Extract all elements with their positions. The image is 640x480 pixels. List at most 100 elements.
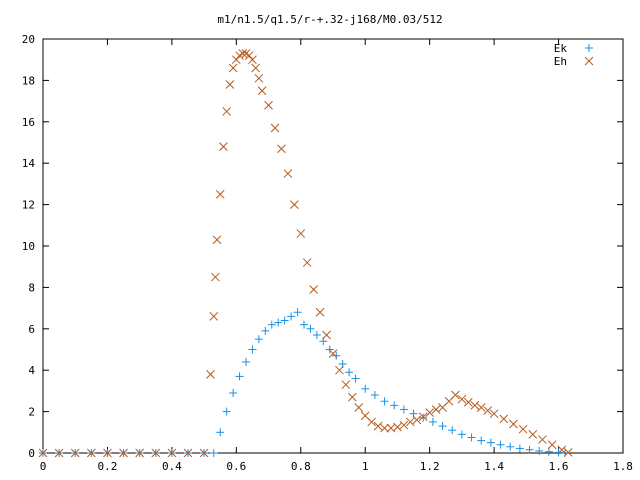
data-point-ek bbox=[274, 318, 283, 327]
data-point-ek bbox=[287, 312, 296, 321]
data-point-eh bbox=[509, 419, 518, 429]
data-point-eh bbox=[211, 272, 220, 282]
data-point-eh bbox=[225, 80, 235, 89]
data-point-eh bbox=[309, 285, 319, 294]
data-point-ek bbox=[209, 449, 218, 457]
data-point-ek bbox=[525, 445, 534, 454]
data-point-ek bbox=[332, 351, 341, 360]
x-tick-label: 0 bbox=[40, 460, 47, 473]
data-point-ek bbox=[419, 413, 428, 422]
legend-marker-ek bbox=[585, 44, 593, 52]
data-point-eh bbox=[373, 421, 383, 431]
data-point-ek bbox=[506, 442, 515, 451]
x-tick-label: 1 bbox=[362, 460, 369, 473]
series-eh bbox=[38, 49, 573, 458]
data-point-ek bbox=[222, 407, 231, 416]
data-point-eh bbox=[380, 423, 389, 433]
data-point-eh bbox=[563, 448, 573, 457]
data-point-eh bbox=[463, 397, 473, 407]
y-tick-label: 4 bbox=[28, 364, 35, 377]
data-point-eh bbox=[254, 73, 264, 83]
data-point-eh bbox=[206, 369, 215, 379]
data-point-ek bbox=[448, 426, 457, 435]
x-tick-label: 1.2 bbox=[420, 460, 440, 473]
data-point-ek bbox=[535, 446, 544, 455]
data-point-ek bbox=[496, 440, 505, 449]
x-tick-label: 0.6 bbox=[226, 460, 246, 473]
data-point-ek bbox=[229, 388, 238, 397]
data-point-ek bbox=[300, 320, 308, 329]
data-point-ek bbox=[544, 447, 553, 456]
y-tick-label: 12 bbox=[22, 199, 35, 212]
y-tick-label: 0 bbox=[28, 447, 35, 460]
data-point-eh bbox=[38, 448, 48, 458]
data-point-eh bbox=[289, 200, 299, 209]
data-point-ek bbox=[280, 316, 289, 325]
data-point-eh bbox=[270, 123, 280, 133]
data-point-eh bbox=[199, 448, 209, 458]
y-tick-label: 2 bbox=[28, 406, 35, 419]
y-tick-label: 6 bbox=[28, 323, 35, 336]
data-point-eh bbox=[167, 448, 177, 458]
data-point-ek bbox=[477, 436, 486, 445]
y-tick-label: 20 bbox=[22, 33, 35, 46]
data-point-eh bbox=[151, 448, 161, 458]
data-point-eh bbox=[341, 380, 351, 390]
y-tick-label: 8 bbox=[28, 281, 35, 294]
data-point-ek bbox=[380, 397, 389, 406]
data-point-eh bbox=[335, 365, 344, 375]
data-point-eh bbox=[457, 394, 467, 404]
data-point-eh bbox=[528, 430, 538, 439]
data-point-eh bbox=[399, 420, 409, 430]
data-point-ek bbox=[261, 326, 270, 335]
data-point-ek bbox=[399, 405, 408, 414]
data-point-eh bbox=[219, 142, 228, 151]
data-point-eh bbox=[425, 408, 435, 417]
data-point-eh bbox=[264, 100, 273, 110]
data-point-ek bbox=[361, 384, 370, 393]
data-point-ek bbox=[312, 331, 321, 340]
data-point-eh bbox=[248, 55, 257, 65]
data-point-eh bbox=[347, 392, 357, 402]
data-point-ek bbox=[351, 374, 360, 383]
x-tick-label: 0.4 bbox=[162, 460, 182, 473]
data-point-ek bbox=[515, 444, 524, 453]
data-point-eh bbox=[315, 307, 325, 317]
data-point-eh bbox=[367, 417, 377, 427]
data-point-eh bbox=[476, 403, 486, 412]
data-point-eh bbox=[322, 330, 331, 340]
data-point-eh bbox=[470, 401, 480, 410]
series-group bbox=[38, 49, 573, 458]
series-ek bbox=[39, 308, 569, 457]
axis-ticks: 0 0.2 0.4 0.6 0.8 1 1.2 1.4 1.6 1.8 0 2 4 6 8 10 12 14 16 1… bbox=[22, 33, 633, 473]
data-point-ek bbox=[242, 357, 250, 366]
x-tick-label: 1.4 bbox=[484, 460, 504, 473]
data-point-eh bbox=[296, 229, 306, 238]
data-point-ek bbox=[438, 422, 447, 431]
data-point-eh bbox=[405, 417, 415, 427]
data-point-eh bbox=[283, 169, 293, 178]
data-point-eh bbox=[86, 448, 96, 458]
data-point-ek bbox=[267, 320, 276, 329]
data-point-ek bbox=[428, 417, 437, 426]
data-point-eh bbox=[183, 448, 193, 458]
y-tick-label: 10 bbox=[22, 240, 35, 253]
data-point-eh bbox=[451, 390, 460, 400]
data-point-eh bbox=[354, 403, 364, 412]
data-point-eh bbox=[499, 414, 509, 424]
data-point-eh bbox=[244, 51, 254, 60]
data-point-eh bbox=[418, 412, 428, 422]
x-tick-label: 0.2 bbox=[98, 460, 118, 473]
data-point-eh bbox=[257, 86, 267, 96]
data-point-eh bbox=[103, 448, 112, 458]
data-point-ek bbox=[235, 372, 244, 381]
data-point-eh bbox=[251, 63, 261, 73]
chart-title: m1/n1.5/q1.5/r-+.32-j168/M0.03/512 bbox=[217, 13, 442, 26]
data-point-eh bbox=[547, 440, 557, 450]
y-tick-label: 16 bbox=[22, 116, 35, 129]
legend-marker-eh bbox=[584, 56, 594, 66]
data-point-ek bbox=[345, 368, 354, 377]
legend-label-ek: Ek bbox=[554, 42, 568, 55]
data-point-ek bbox=[254, 335, 263, 344]
x-tick-label: 1.8 bbox=[613, 460, 633, 473]
